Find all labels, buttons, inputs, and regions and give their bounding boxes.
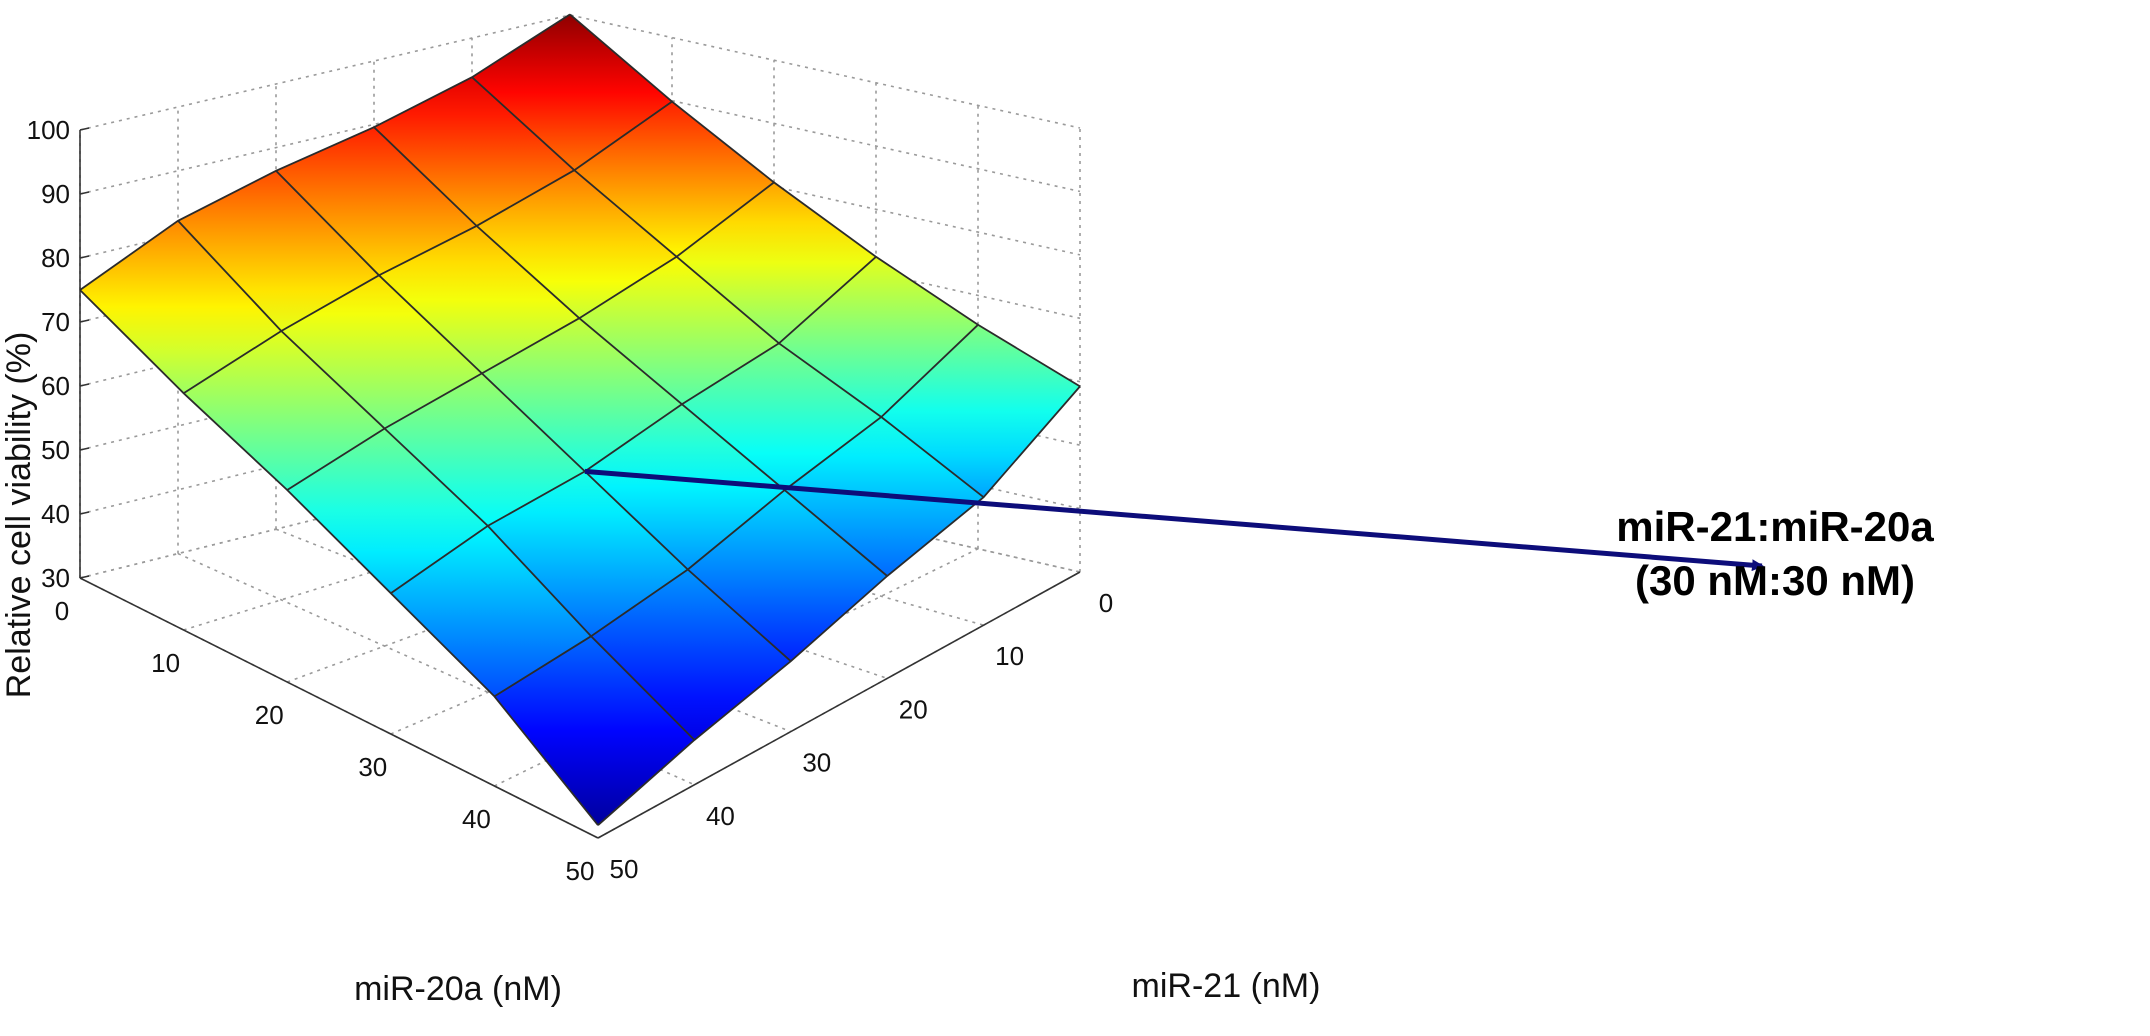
surface-patch [487,471,688,637]
surface-patch [276,127,477,276]
surface-patch [584,404,785,570]
z-tick-mark [79,127,90,131]
surface-patch [579,256,779,405]
mesh-line [79,13,571,291]
surface-patch [481,318,682,472]
x-tick-label: 10 [995,641,1024,671]
mesh-line [177,220,696,741]
surface-patch [687,490,888,662]
z-tick-label: 90 [41,179,70,209]
mesh-line [79,289,599,826]
z-tick-label: 100 [27,115,70,145]
surface-patch [472,14,672,171]
surface-patch [178,170,379,331]
y-tick-label: 30 [358,752,387,782]
x-tick-label: 50 [610,854,639,884]
mesh-line [493,324,979,698]
axes-box [79,130,1081,839]
y-tick-label: 50 [566,856,595,886]
z-tick-mark [79,447,90,451]
y-tick-label: 40 [462,804,491,834]
y-tick-label: 20 [255,700,284,730]
surface-patch [591,569,791,740]
surface-patch [390,525,592,697]
z-tick-mark [79,191,90,195]
mesh-line [471,76,985,498]
annotation-line-2: (30 nM:30 nM) [1635,557,1915,604]
surface-patch [281,275,482,429]
surface-patch [494,636,695,826]
annotation-line-1: miR-21:miR-20a [1616,503,1934,550]
y-axis-label: miR-20a (nM) [354,970,562,1008]
surface [80,14,1080,826]
y-axis-line [79,577,599,839]
z-tick-mark [79,319,90,323]
x-axis-line [597,571,1081,839]
z-tick-label: 40 [41,499,70,529]
mesh-line [390,256,877,594]
surface-patch [374,77,575,226]
x-tick-label: 40 [706,801,735,831]
x-tick-label: 20 [899,694,928,724]
annotation: miR-21:miR-20a (30 nM:30 nM) [584,468,1934,604]
y-tick-label: 10 [151,648,180,678]
z-tick-mark [79,255,90,259]
z-tick-label: 50 [41,435,70,465]
z-tick-label: 60 [41,371,70,401]
x-axis-label: miR-21 (nM) [1132,967,1321,1005]
mesh-line [183,100,673,394]
x-tick-label: 30 [802,748,831,778]
x-tick-label: 0 [1099,588,1113,618]
mesh-line [569,13,1081,388]
mesh-line [286,181,775,491]
surface-patch [676,182,876,344]
surface-patch [379,225,580,374]
y-tick-label: 0 [55,596,69,626]
z-tick-label: 70 [41,307,70,337]
mesh-line [275,170,792,662]
surface-patch [476,170,677,319]
z-tick-mark [79,511,90,515]
surface-patch [287,428,488,594]
z-tick-label: 80 [41,243,70,273]
annotation-arrow [584,468,1764,572]
surface-patch [384,373,585,526]
surface-mesh [79,13,1081,826]
z-tick-mark [79,575,90,579]
surface-patch [574,101,774,257]
surface-patch [779,256,978,417]
floor-gridline [177,552,695,786]
z-tick-label: 30 [41,563,70,593]
surface-patch [881,324,1080,498]
surface-patch [183,331,385,490]
z-tick-mark [79,383,90,387]
surface-patch [80,220,282,394]
mesh-line [373,126,888,577]
surface-patch [681,343,882,491]
z-axis-label: Relative cell viability (%) [0,332,38,699]
mesh-line [597,385,1081,826]
